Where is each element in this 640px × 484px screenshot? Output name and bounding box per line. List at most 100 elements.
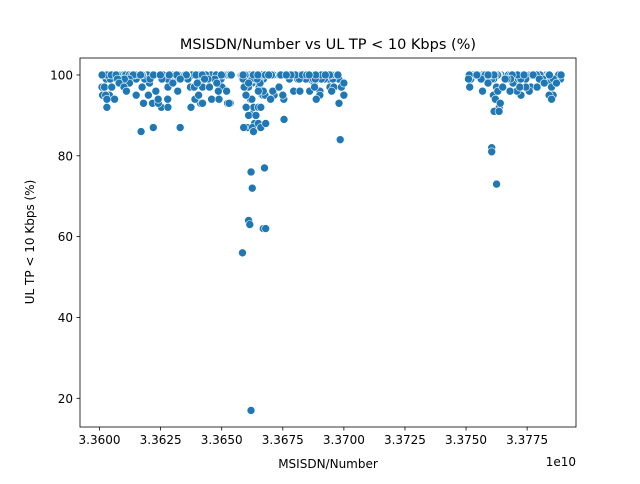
data-point <box>505 86 515 96</box>
data-point <box>253 70 263 80</box>
data-point <box>214 94 224 104</box>
data-point <box>212 78 222 88</box>
data-point <box>153 94 163 104</box>
x-axis-offset-text: 1e10 <box>546 455 576 469</box>
data-points <box>97 70 566 415</box>
data-point <box>327 86 336 96</box>
data-point <box>464 74 473 84</box>
y-axis-label: UL TP < 10 Kbps (%) <box>23 180 37 305</box>
data-point <box>334 98 344 108</box>
data-point <box>247 94 257 104</box>
data-point <box>175 123 185 132</box>
data-point <box>494 107 504 116</box>
data-point <box>515 82 525 92</box>
data-point <box>168 78 178 88</box>
data-point <box>245 220 255 229</box>
data-point <box>519 70 529 80</box>
data-point <box>151 86 161 96</box>
data-point <box>241 103 251 112</box>
data-point <box>217 70 226 80</box>
data-point <box>278 90 288 100</box>
data-point <box>304 70 314 80</box>
y-tick-label: 80 <box>58 149 73 163</box>
data-point <box>279 115 289 124</box>
data-point <box>249 127 258 136</box>
data-point <box>472 70 482 80</box>
data-point <box>532 82 542 92</box>
data-point <box>136 70 145 80</box>
data-point <box>192 78 202 88</box>
data-point <box>552 78 561 88</box>
data-point <box>244 78 253 88</box>
data-point <box>173 86 183 96</box>
data-point <box>266 94 275 104</box>
y-tick-label: 20 <box>58 392 73 406</box>
data-point <box>264 70 273 80</box>
data-point <box>182 70 191 80</box>
data-point <box>163 103 173 112</box>
data-point <box>556 70 566 80</box>
data-point <box>478 86 487 96</box>
data-point <box>261 224 270 233</box>
data-point <box>175 74 185 84</box>
data-point <box>483 70 493 80</box>
data-point <box>122 86 131 96</box>
data-point <box>335 135 345 144</box>
data-point <box>244 111 253 120</box>
data-point <box>495 98 505 108</box>
x-tick-label: 3.3650 <box>201 433 243 447</box>
data-point <box>465 82 475 92</box>
data-point <box>487 147 497 157</box>
data-point <box>528 70 538 80</box>
data-point <box>186 103 196 112</box>
data-point <box>214 86 223 96</box>
x-axis-label: MSISDN/Number <box>278 457 378 471</box>
data-point <box>339 90 349 100</box>
x-tick-label: 3.3600 <box>79 433 121 447</box>
y-tick-label: 60 <box>58 230 73 244</box>
data-point <box>194 90 203 100</box>
data-point <box>261 119 270 128</box>
data-point <box>321 70 330 80</box>
data-point <box>137 82 147 92</box>
data-point <box>97 70 107 80</box>
data-point <box>238 70 248 80</box>
data-point <box>144 90 153 100</box>
chart-title: MSISDN/Number vs UL TP < 10 Kbps (%) <box>180 37 476 53</box>
data-point <box>102 94 112 104</box>
data-point <box>254 86 263 96</box>
data-point <box>310 82 319 92</box>
data-point <box>247 183 257 193</box>
data-point <box>149 123 158 132</box>
data-point <box>100 82 109 92</box>
plot-frame <box>79 57 577 428</box>
data-point <box>246 167 256 177</box>
data-point <box>483 78 493 88</box>
x-tick-label: 3.3675 <box>262 433 304 447</box>
data-point <box>260 163 269 173</box>
x-tick-label: 3.3725 <box>384 433 426 447</box>
data-point <box>156 70 165 80</box>
data-point <box>547 94 556 104</box>
data-point <box>139 98 148 108</box>
data-point <box>224 98 234 108</box>
data-point <box>163 94 172 104</box>
data-point <box>498 82 508 92</box>
data-point <box>256 103 266 112</box>
data-point <box>226 70 236 80</box>
data-point <box>198 98 207 108</box>
data-point <box>268 86 278 96</box>
data-point <box>136 127 146 136</box>
data-point <box>207 94 216 104</box>
data-point <box>339 78 349 88</box>
data-point <box>311 94 321 104</box>
y-tick-label: 40 <box>58 311 73 325</box>
data-point <box>500 74 510 84</box>
data-point <box>205 82 214 92</box>
data-point <box>131 90 141 100</box>
x-axis-ticks: 3.3600 3.3625 3.3650 3.3675 3.3700 3.3725 3.37… <box>79 427 548 447</box>
x-tick-label: 3.3775 <box>506 433 548 447</box>
x-tick-label: 3.3750 <box>445 433 487 447</box>
